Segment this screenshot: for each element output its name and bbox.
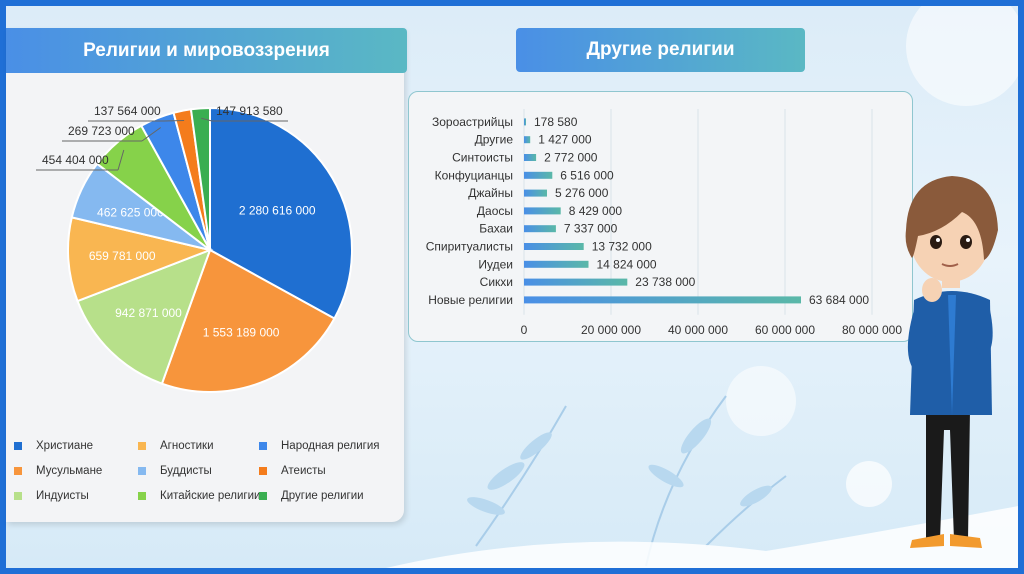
legend-label: Буддисты [160, 465, 212, 477]
pie-slice-value-label: 269 723 000 [68, 124, 135, 138]
legend-swatch [138, 492, 146, 500]
bar [524, 136, 531, 144]
legend-swatch [138, 467, 146, 475]
legend-swatch [259, 492, 267, 500]
pie-slice-value-label: 147 913 580 [216, 104, 283, 118]
bar-value-label: 14 824 000 [597, 257, 657, 271]
legend-item: Христиане [14, 440, 138, 452]
pie-slice-value-label: 454 404 000 [42, 153, 109, 167]
legend-item: Другие религии [259, 490, 399, 502]
decor-circle [726, 366, 796, 436]
bar-value-label: 8 429 000 [569, 204, 623, 218]
legend-item: Мусульмане [14, 465, 138, 477]
category-label: Иудеи [478, 257, 513, 271]
leader-line [200, 117, 213, 122]
legend-swatch [14, 467, 22, 475]
category-label: Синтоисты [452, 151, 513, 165]
pie-slice-value-label: 942 871 000 [115, 306, 182, 320]
bar-value-label: 13 732 000 [592, 240, 652, 254]
leader-line [141, 127, 161, 142]
category-label: Сикхи [480, 275, 513, 289]
bar-value-label: 23 738 000 [635, 275, 695, 289]
bar [524, 189, 547, 197]
pie-slice [209, 106, 353, 320]
pie-legend: Христиане Агностики Народная религия Мусуль… [14, 440, 399, 502]
legend-swatch [14, 492, 22, 500]
bar [524, 260, 589, 268]
bar [524, 225, 556, 233]
bar [524, 207, 561, 215]
x-tick-label: 40 000 000 [668, 323, 728, 337]
decor-circle [846, 461, 892, 507]
legend-item: Индуисты [14, 490, 138, 502]
legend-item: Китайские религии [138, 490, 261, 502]
x-tick-label: 60 000 000 [755, 323, 815, 337]
bar-chart-title: Другие религии [516, 28, 805, 72]
legend-swatch [259, 467, 267, 475]
pie-slice [76, 248, 212, 385]
legend-label: Китайские религии [160, 490, 261, 502]
legend-label: Другие религии [281, 490, 364, 502]
pie-slice [160, 248, 336, 393]
bar [524, 154, 537, 161]
legend-label: Народная религия [281, 440, 380, 452]
bar-value-label: 6 516 000 [560, 168, 614, 182]
bar [524, 296, 801, 304]
legend-swatch [138, 442, 146, 450]
pie-slice-value-label: 1 553 189 000 [203, 325, 280, 339]
pie-chart: 2 280 616 000 1 553 189 000 942 871 000 659… [36, 104, 353, 393]
pie-slice-value-label: 137 564 000 [94, 104, 161, 118]
bar [524, 171, 553, 179]
leader-line [117, 149, 125, 171]
category-label: Бахаи [479, 222, 513, 236]
legend-item: Атеисты [259, 465, 399, 477]
legend-item: Агностики [138, 440, 259, 452]
bar-value-label: 1 427 000 [538, 133, 592, 147]
category-label: Джайны [468, 186, 513, 200]
decor-leaves [386, 395, 1018, 568]
pie-chart-title: Религии и мировоззрения [6, 28, 407, 73]
leader-line [163, 120, 185, 122]
category-label: Даосы [477, 204, 513, 218]
legend-label: Атеисты [281, 465, 326, 477]
bar [524, 278, 628, 286]
pie-slice-value-label: 2 280 616 000 [239, 203, 316, 217]
pie-slice-value-label: 659 781 000 [89, 249, 156, 263]
bar [524, 118, 526, 126]
legend-swatch [259, 442, 267, 450]
legend-item: Народная религия [259, 440, 399, 452]
legend-label: Индуисты [36, 490, 89, 502]
legend-item: Буддисты [138, 465, 259, 477]
pie-slice [189, 106, 211, 251]
bar-value-label: 63 684 000 [809, 293, 869, 307]
category-label: Новые религии [428, 293, 513, 307]
x-tick-label: 0 [521, 323, 528, 337]
bar-value-label: 7 337 000 [564, 222, 618, 236]
category-label: Спиритуалисты [426, 240, 513, 254]
legend-label: Агностики [160, 440, 214, 452]
category-label: Другие [475, 133, 514, 147]
legend-label: Христиане [36, 440, 94, 452]
x-tick-label: 80 000 000 [842, 323, 902, 337]
bar-value-label: 2 772 000 [544, 151, 598, 165]
bar [524, 243, 584, 250]
bar-value-label: 178 580 [534, 115, 578, 129]
bar-chart: 0 20 000 000 40 000 000 60 000 000 80 000 00… [426, 109, 902, 337]
legend-label: Мусульмане [36, 465, 103, 477]
pie-slice [67, 216, 214, 303]
category-label: Конфуцианцы [435, 168, 513, 182]
pie-slice-value-label: 462 625 000 [97, 205, 164, 219]
category-label: Зороастрийцы [432, 115, 513, 129]
legend-swatch [14, 442, 22, 450]
bar-value-label: 5 276 000 [555, 186, 609, 200]
decor-circle [906, 6, 1018, 106]
x-tick-label: 20 000 000 [581, 323, 641, 337]
cartoon-boy-illustration [905, 176, 998, 548]
